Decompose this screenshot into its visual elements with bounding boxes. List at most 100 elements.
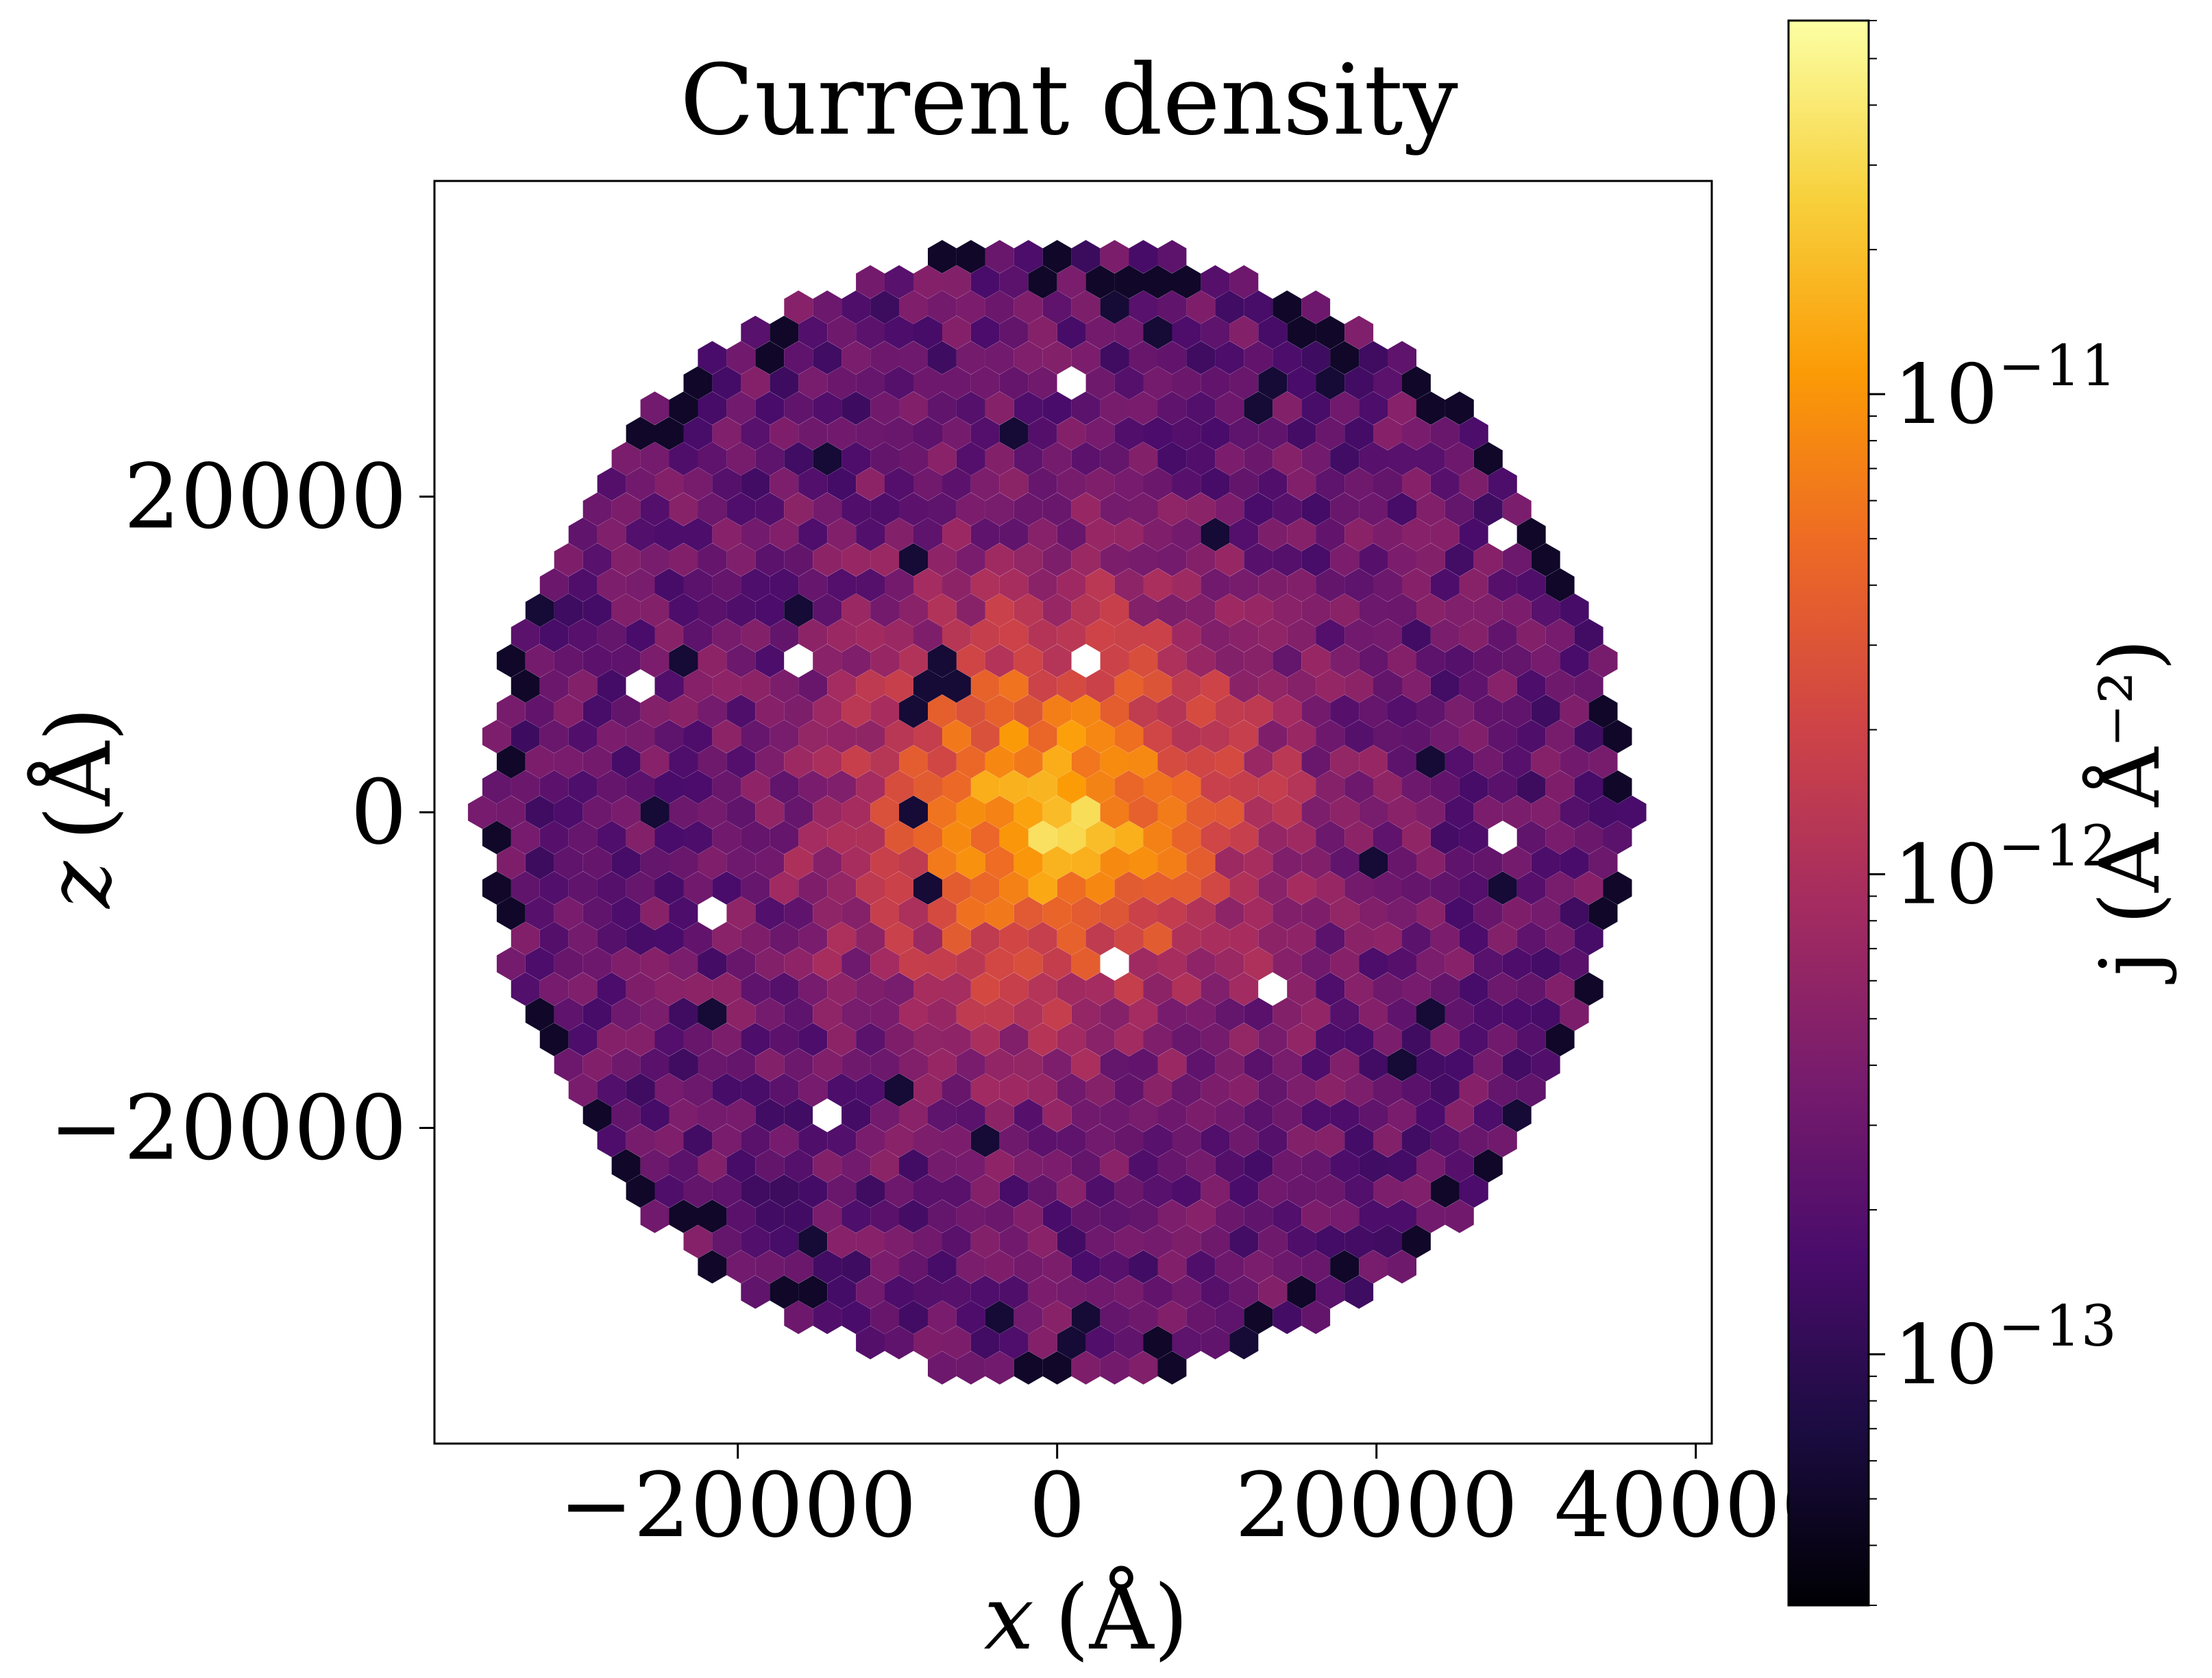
hex-bin — [1186, 947, 1216, 981]
hex-bin — [1488, 871, 1517, 905]
hex-bin — [1215, 391, 1244, 425]
hex-bin — [1445, 543, 1474, 576]
hex-bin — [1028, 618, 1057, 653]
hex-bin — [1129, 391, 1158, 425]
hex-bin — [1157, 391, 1187, 425]
hex-bin — [1430, 972, 1460, 1006]
hex-bin — [1114, 921, 1144, 956]
hex-bin — [1258, 467, 1288, 501]
hex-bin — [770, 972, 799, 1006]
hex-bin — [1129, 947, 1158, 981]
hex-bin — [1330, 391, 1360, 425]
hex-bin — [913, 669, 942, 703]
hex-bin — [1229, 720, 1259, 753]
hex-bin — [1359, 341, 1388, 375]
hex-bin — [798, 315, 828, 350]
hex-bin — [942, 1123, 971, 1158]
hex-bin — [1388, 1149, 1416, 1183]
hex-bin — [1057, 1224, 1086, 1258]
hex-bin — [1071, 290, 1101, 324]
hex-bin — [1344, 315, 1374, 350]
hex-bin — [1057, 618, 1086, 653]
hex-bin — [1028, 568, 1057, 602]
hex-bin — [841, 795, 871, 829]
hex-bin — [698, 896, 727, 930]
hex-bin — [870, 896, 899, 930]
hex-bin — [913, 871, 942, 905]
hex-bin — [1344, 770, 1374, 804]
hex-bin — [1114, 1224, 1144, 1258]
hex-bin — [813, 341, 842, 375]
hex-bin — [1028, 972, 1057, 1006]
hex-bin — [985, 341, 1014, 375]
hex-bin — [683, 366, 713, 400]
hex-bin — [856, 1123, 885, 1158]
hex-bin — [1344, 720, 1374, 753]
hex-bin — [1129, 744, 1158, 779]
hex-bin — [1057, 315, 1086, 350]
hex-bin — [1330, 744, 1360, 779]
hex-bin — [1071, 846, 1101, 880]
hex-bin — [1574, 972, 1603, 1006]
hex-bin — [539, 669, 569, 703]
hex-bin — [813, 1149, 842, 1183]
hex-bin — [597, 871, 626, 905]
hex-bin — [755, 341, 785, 375]
hex-bin — [712, 366, 741, 400]
hex-bin — [1258, 1224, 1288, 1258]
hex-bin — [1157, 1149, 1187, 1183]
hex-bin — [1201, 315, 1230, 350]
hex-bin — [942, 1073, 971, 1107]
hex-bin — [1244, 795, 1273, 829]
hex-bin — [1287, 972, 1316, 1006]
hex-bin — [669, 441, 698, 476]
hex-bin — [956, 896, 985, 930]
hex-bin — [654, 820, 684, 855]
hex-bin — [1273, 1149, 1302, 1183]
hex-bin — [798, 1174, 828, 1208]
hex-bin — [813, 744, 842, 779]
hex-bin — [654, 618, 684, 653]
hex-bin — [1071, 1149, 1101, 1183]
hex-bin — [1359, 1200, 1388, 1233]
hex-bin — [1344, 417, 1374, 450]
hex-bin — [1186, 492, 1216, 526]
hex-bin — [1028, 1326, 1057, 1360]
hex-bin — [1445, 441, 1474, 476]
hex-bin — [1186, 391, 1216, 425]
hex-bin — [1157, 795, 1187, 829]
hex-bin — [1172, 568, 1201, 602]
hex-bin — [1186, 543, 1216, 576]
hex-bin — [1244, 492, 1273, 526]
hex-bin — [1344, 518, 1374, 552]
hex-bin — [841, 1048, 871, 1082]
hex-bin — [496, 896, 526, 930]
hex-bin — [1402, 467, 1431, 501]
hex-bin — [870, 694, 899, 729]
hex-bin — [582, 1048, 612, 1082]
hex-bin — [539, 820, 569, 855]
hex-bin — [1545, 770, 1575, 804]
hex-bin — [1114, 720, 1144, 753]
hex-bin — [1114, 1275, 1144, 1309]
hex-bin — [1359, 1149, 1388, 1183]
hex-bin — [597, 770, 626, 804]
hex-bin — [626, 1174, 655, 1208]
hex-bin — [856, 1174, 885, 1208]
hex-bin — [1402, 1073, 1431, 1107]
hex-bin — [1531, 795, 1560, 829]
hex-bin — [985, 240, 1014, 273]
x-tick-label: 0 — [1029, 1453, 1085, 1557]
hex-bin — [784, 441, 813, 476]
hex-bin — [1172, 820, 1201, 855]
hex-bin — [726, 1149, 756, 1183]
hex-bin — [698, 593, 727, 627]
hex-bin — [813, 644, 842, 678]
hex-bin — [1502, 896, 1532, 930]
hex-bin — [611, 1149, 641, 1183]
hex-bin — [1157, 644, 1187, 678]
hex-bin — [1330, 846, 1360, 880]
hex-bin — [482, 820, 511, 855]
hex-bin — [1215, 1048, 1244, 1082]
hex-bin — [1516, 669, 1546, 703]
